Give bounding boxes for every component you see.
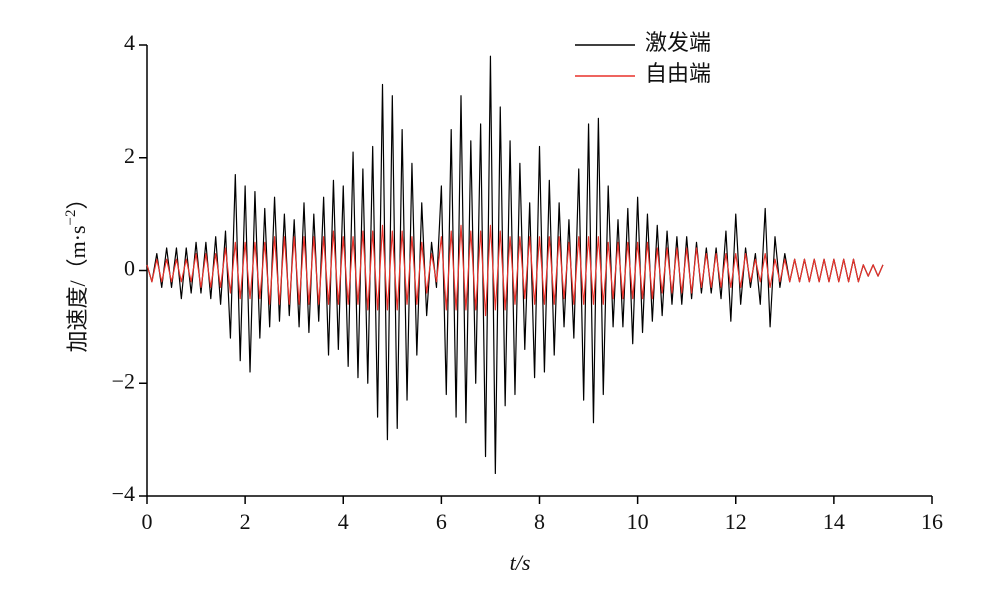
y-tick-label: 4 <box>124 30 135 55</box>
x-tick-label: 14 <box>823 509 845 534</box>
y-axis-label: 加速度/（m·s−2） <box>63 187 90 352</box>
legend-label: 自由端 <box>645 61 711 86</box>
series-line <box>146 224 884 317</box>
y-tick-label: 2 <box>124 143 135 168</box>
series-line <box>146 55 884 475</box>
x-tick-label: 12 <box>725 509 747 534</box>
y-tick-label: 0 <box>124 256 135 281</box>
y-axis-label-suffix: ） <box>65 187 90 209</box>
x-tick-label: 6 <box>436 509 447 534</box>
x-tick-label: 10 <box>627 509 649 534</box>
x-tick-label: 16 <box>921 509 943 534</box>
x-tick-label: 4 <box>338 509 349 534</box>
x-axis-label: t/s <box>510 550 531 575</box>
legend-label: 激发端 <box>645 30 711 55</box>
x-tick-label: 2 <box>240 509 251 534</box>
x-tick-label: 0 <box>142 509 153 534</box>
x-tick-label: 8 <box>534 509 545 534</box>
y-tick-label: −4 <box>112 481 135 506</box>
y-tick-label: −2 <box>112 368 135 393</box>
y-axis-label-text: 加速度/（m·s <box>65 225 90 352</box>
y-axis-label-sup: −2 <box>63 209 79 225</box>
